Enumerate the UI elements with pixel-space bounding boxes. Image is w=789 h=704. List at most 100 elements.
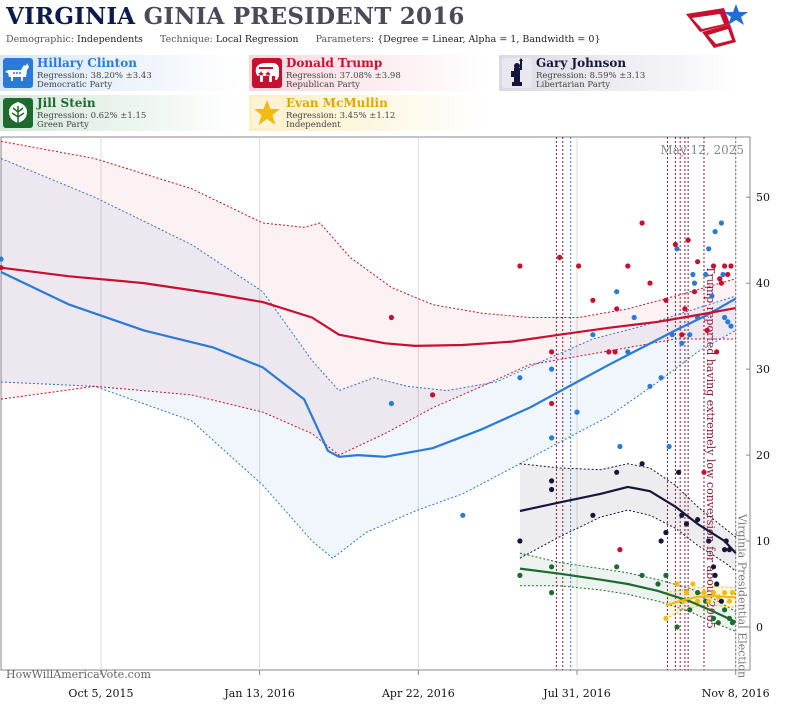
trump-poll-point xyxy=(704,327,710,333)
stein-poll-point xyxy=(722,607,728,613)
axis-labels: Oct 5, 2015 Jan 13, 2016 Apr 22, 2016 Jul 3… xyxy=(68,191,770,700)
trump-poll-point xyxy=(728,263,734,269)
johnson-poll-point xyxy=(676,469,682,475)
clinton-poll-point xyxy=(590,332,596,338)
x-tick-label: Oct 5, 2015 xyxy=(68,687,133,700)
candidate-regression: Regression: 0.62% ±1.15 xyxy=(37,111,147,121)
star-icon xyxy=(252,98,282,128)
clinton-poll-point xyxy=(725,319,731,325)
stein-poll-point xyxy=(614,564,620,570)
site-logo-icon xyxy=(686,4,748,48)
candidate-name: Hillary Clinton xyxy=(37,56,137,70)
mcmullin-poll-point xyxy=(726,598,733,604)
stein-band xyxy=(519,553,736,632)
clinton-poll-point xyxy=(388,400,394,407)
johnson-poll-point xyxy=(712,572,718,578)
johnson-poll-point xyxy=(658,538,664,544)
legend-item-trump: Donald Trump Regression: 37.08% ±3.98 Re… xyxy=(249,55,489,91)
trump-regression-line xyxy=(0,266,736,347)
clinton-poll-point xyxy=(647,383,653,389)
stein-poll-point xyxy=(639,572,645,578)
clinton-poll-point xyxy=(631,314,637,321)
trump-poll-point xyxy=(717,276,723,282)
mcmullin-poll-point xyxy=(701,590,707,596)
clinton-poll-point xyxy=(709,293,715,299)
stein-poll-point xyxy=(687,607,693,613)
trump-poll-point xyxy=(617,547,623,553)
x-tick-label: Nov 8, 2016 xyxy=(702,687,770,700)
poll-points xyxy=(0,220,736,630)
trump-poll-point xyxy=(685,237,691,243)
clinton-poll-point xyxy=(617,443,623,450)
y-tick-label: 40 xyxy=(756,277,770,290)
plot-frame xyxy=(0,136,751,671)
page-title: VIRGINIA GINIA PRESIDENT 2016 xyxy=(6,3,465,30)
trump-poll-point xyxy=(557,254,563,260)
clinton-poll-point xyxy=(691,280,698,286)
mcmullin-poll-point xyxy=(710,590,717,596)
clinton-poll-point xyxy=(549,366,555,372)
donkey-icon xyxy=(3,58,33,88)
trump-poll-point xyxy=(590,297,596,303)
johnson-poll-point xyxy=(714,581,720,587)
stein-poll-point xyxy=(517,572,523,578)
trump-poll-point xyxy=(722,263,728,269)
clinton-regression-line xyxy=(0,271,737,458)
clinton-poll-point xyxy=(658,375,664,381)
johnson-poll-point xyxy=(683,521,690,527)
y-tick-label: 0 xyxy=(756,621,763,634)
technique-value: Local Regression xyxy=(215,34,299,45)
clinton-poll-point xyxy=(549,435,555,441)
clinton-poll-point xyxy=(614,289,620,295)
technique-label: Technique: xyxy=(159,34,213,45)
candidate-name: Gary Johnson xyxy=(536,56,627,70)
clinton-poll-point xyxy=(690,271,696,278)
trump-poll-point xyxy=(718,280,725,286)
clinton-poll-point xyxy=(679,340,685,346)
y-tick-label: 20 xyxy=(756,449,770,462)
site-watermark: HowWillAmericaVote.com xyxy=(6,668,151,681)
statue-of-liberty-icon xyxy=(502,58,532,88)
demographic-value: Independents xyxy=(77,34,143,45)
chart-background xyxy=(0,136,789,704)
johnson-poll-point xyxy=(695,517,701,523)
event-label: Virginia Presidential Election xyxy=(736,513,749,678)
trump-poll-point xyxy=(663,297,669,303)
trump-poll-point xyxy=(606,349,612,355)
johnson-regression-line xyxy=(519,485,737,554)
clinton-poll-point xyxy=(720,271,726,278)
clinton-poll-point xyxy=(460,512,466,518)
johnson-poll-point xyxy=(639,461,645,467)
mcmullin-poll-point xyxy=(695,598,701,604)
clinton-poll-point xyxy=(703,271,709,278)
clinton-poll-point xyxy=(712,229,718,235)
trump-poll-point xyxy=(682,306,688,312)
y-tick-label: 30 xyxy=(756,363,770,376)
johnson-poll-point xyxy=(718,598,725,604)
legend-item-clinton: Hillary Clinton Regression: 38.20% ±3.43… xyxy=(0,55,240,91)
trump-poll-point xyxy=(710,263,717,269)
johnson-poll-point xyxy=(663,529,669,536)
candidate-name: Donald Trump xyxy=(286,56,383,70)
clinton-band xyxy=(1,158,736,559)
date-stamp: May 12, 2025 xyxy=(661,143,744,157)
clinton-poll-point xyxy=(574,409,580,415)
clinton-poll-point xyxy=(687,332,693,338)
johnson-poll-point xyxy=(706,538,712,544)
mcmullin-lower-bound xyxy=(665,604,736,619)
trump-poll-point xyxy=(695,259,701,265)
stein-poll-point xyxy=(695,590,701,596)
mcmullin-poll-point xyxy=(729,590,736,596)
demographic-label: Demographic: xyxy=(6,34,75,45)
candidate-regression: Regression: 3.45% ±1.12 xyxy=(286,111,396,121)
clinton-poll-point xyxy=(666,443,672,450)
johnson-poll-point xyxy=(549,478,555,484)
clinton-poll-point xyxy=(0,256,4,262)
legend-item-johnson: Gary Johnson Regression: 8.59% ±3.13 Lib… xyxy=(499,55,739,91)
candidate-name: Jill Stein xyxy=(37,96,96,110)
x-tick-label: Apr 22, 2016 xyxy=(381,687,455,700)
clinton-upper-bound xyxy=(0,158,736,392)
mcmullin-poll-point xyxy=(722,590,728,596)
johnson-poll-point xyxy=(710,564,717,570)
trump-poll-point xyxy=(701,469,707,475)
